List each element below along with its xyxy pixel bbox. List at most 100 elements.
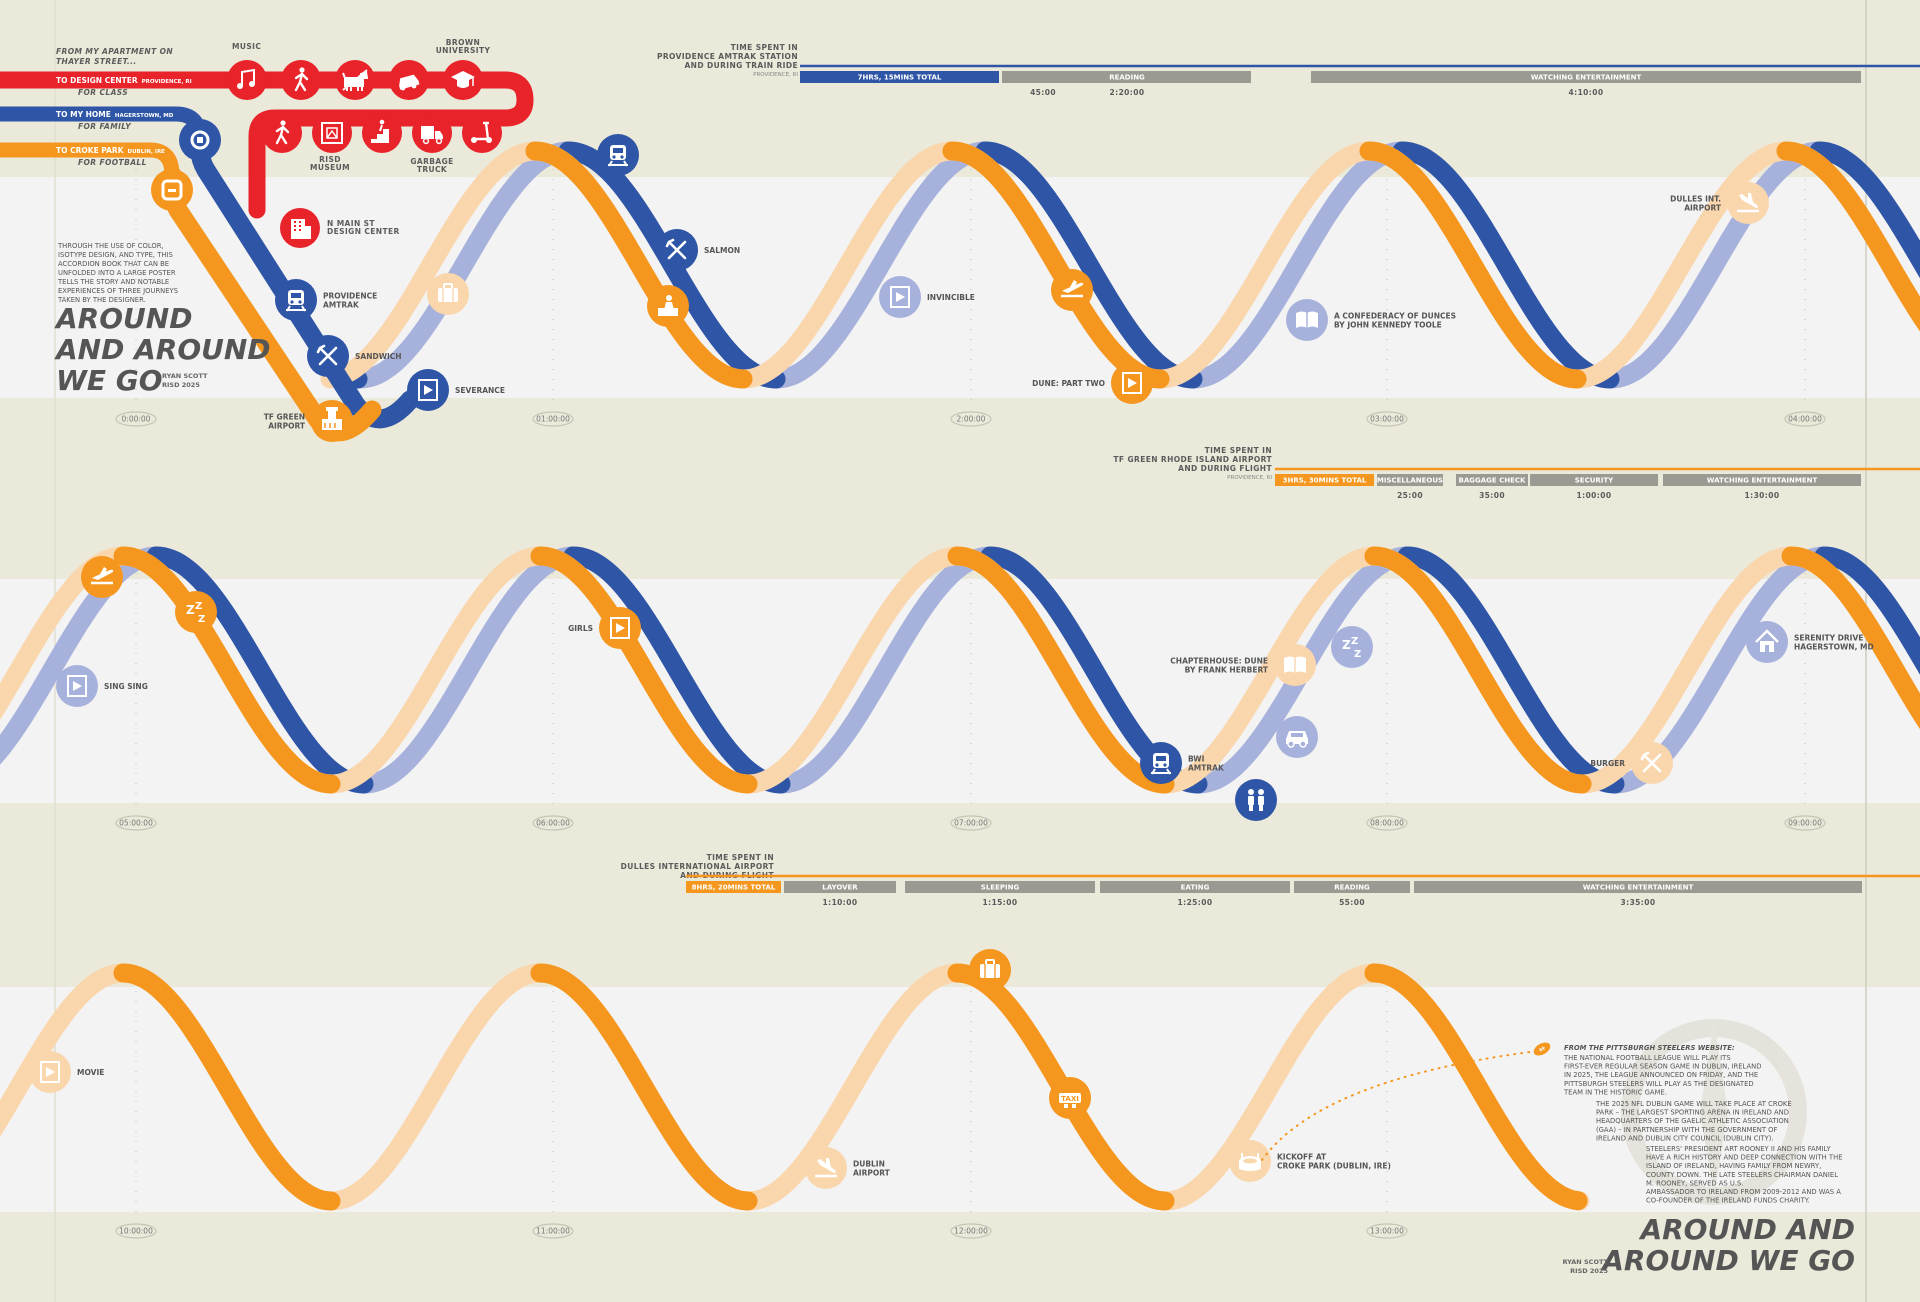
timestamps: 0:00:00 01:00:00 2:00:00 03:00:00 04:00:00 05… [115, 411, 1826, 1239]
route-name: TO DESIGN CENTER PROVIDENCE, RI [56, 76, 192, 85]
event-label: TF GREEN [264, 413, 305, 422]
route-wave-dark [1392, 141, 1620, 389]
steelers-heading: FROM THE PITTSBURGH STEELERS WEBSITE: [1564, 1044, 1735, 1052]
time-tick-oval [1784, 411, 1826, 427]
crosswalk-icon [281, 60, 321, 100]
event-label: DUBLIN [853, 1160, 885, 1169]
brown-label: UNIVERSITY [436, 46, 491, 55]
event-label: KICKOFF AT [1277, 1153, 1327, 1162]
museum-icon [312, 113, 352, 153]
time-spent-segment-value: 1:00:00 [1577, 491, 1612, 500]
time-spent-title: TF GREEN RHODE ISLAND AIRPORT [1113, 455, 1272, 464]
time-tick-oval [532, 411, 574, 427]
time-tick-label: 13:00:00 [1370, 1227, 1404, 1236]
football-icon [1533, 1042, 1551, 1056]
plane-landing-icon [1727, 182, 1769, 224]
risd-label: MUSEUM [310, 163, 350, 172]
time-tick: 07:00:00 [950, 815, 992, 831]
route-wave-dark [1781, 546, 1920, 730]
time-tick-oval [115, 815, 157, 831]
compass-watermark [1621, 1019, 1807, 1205]
time-tick: 05:00:00 [115, 815, 157, 831]
steelers-paragraph: IRELAND AND DUBLIN CITY COUNCIL (DUBLIN … [1596, 1134, 1774, 1142]
play-icon [879, 276, 921, 318]
icon-bg [1331, 626, 1373, 668]
time-gridlines [135, 159, 1806, 1213]
time-tick-label: 04:00:00 [1788, 415, 1822, 424]
time-spent-title: DULLES INTERNATIONAL AIRPORT [621, 862, 775, 871]
route-purpose: FOR FAMILY [78, 122, 132, 131]
intro-text: ACCORDION BOOK THAT CAN BE [58, 260, 169, 268]
scooter-icon [462, 113, 502, 153]
steelers-paragraph: FIRST-EVER REGULAR SEASON GAME IN DUBLIN… [1564, 1063, 1761, 1071]
time-tick-label: 10:00:00 [119, 1227, 153, 1236]
time-tick-label: 09:00:00 [1788, 819, 1822, 828]
time-spent-segment [1311, 71, 1861, 83]
risd-label: RISD [319, 155, 341, 164]
time-tick: 0:00:00 [115, 411, 157, 427]
steelers-paragraph: IN 2025, THE LEAGUE ANNOUNCED ON FRIDAY,… [1564, 1071, 1758, 1079]
event-label: AMTRAK [1188, 764, 1225, 773]
steelers-paragraph: M. ROONEY, SERVED AS U.S. [1646, 1179, 1744, 1187]
time-spent-segment-label: SECURITY [1575, 477, 1614, 485]
book-icon [1283, 655, 1307, 674]
credit: RISD 2025 [162, 381, 200, 389]
steelers-paragraph: THE NATIONAL FOOTBALL LEAGUE WILL PLAY I… [1563, 1054, 1731, 1062]
time-spent-total-bar [1275, 474, 1374, 486]
title-line: AROUND [54, 302, 192, 335]
intro-text: ISOTYPE DESIGN, AND TYPE, THIS [58, 251, 173, 259]
time-spent-title: AND DURING TRAIN RIDE [684, 61, 798, 70]
route-place: PROVIDENCE, RI [142, 79, 192, 85]
legend-header: FROM MY APARTMENT ON [56, 47, 173, 56]
route-wave-dark [975, 141, 1203, 389]
security-icon [647, 285, 689, 327]
event-label: BY JOHN KENNEDY TOOLE [1334, 321, 1442, 330]
plane-takeoff-icon [81, 556, 123, 598]
play-icon [599, 607, 641, 649]
steelers-paragraph: PARK – THE LARGEST SPORTING ARENA IN IRE… [1596, 1109, 1789, 1117]
time-tick: 01:00:00 [532, 411, 574, 427]
time-tick: 04:00:00 [1784, 411, 1826, 427]
time-spent-segment-label: READING [1334, 884, 1370, 892]
time-tick: 2:00:00 [950, 411, 992, 427]
route-place: HAGERSTOWN, MD [115, 113, 174, 119]
time-spent-segment [1414, 881, 1862, 893]
event-label: HAGERSTOWN, MD [1794, 643, 1874, 652]
time-tick-oval [1366, 815, 1408, 831]
fork-knife-icon [656, 229, 698, 271]
red-route-line [0, 71, 534, 219]
time-spent-total-bar [686, 881, 781, 893]
credit: RISD 2025 [1570, 1267, 1608, 1275]
intro-text: EXPERIENCES OF THREE JOURNEYS [58, 287, 178, 295]
time-tick-label: 05:00:00 [119, 819, 153, 828]
time-spent-segment-value: 55:00 [1339, 898, 1365, 907]
intro-text: UNFOLDED INTO A LARGE POSTER [58, 269, 176, 277]
train-icon [1140, 742, 1182, 784]
route-wave-dark [530, 963, 758, 1211]
time-spent-segment-label: SLEEPING [981, 884, 1020, 892]
route-wave-dark [530, 546, 758, 794]
steelers-paragraph: PITTSBURGH STEELERS WILL PLAY AS THE DES… [1564, 1080, 1754, 1088]
graduation-cap-icon [443, 60, 483, 100]
route-wave-dark [146, 546, 374, 794]
event-label: AIRPORT [1684, 204, 1722, 213]
fork-knife-icon [1631, 742, 1673, 784]
event-label: DUNE: PART TWO [1032, 379, 1105, 388]
time-tick: 10:00:00 [115, 1223, 157, 1239]
time-spent-segment [1530, 474, 1658, 486]
event-label: DULLES INT. [1670, 195, 1721, 204]
time-spent-segment-value: 1:10:00 [823, 898, 858, 907]
time-tick-label: 06:00:00 [536, 819, 570, 828]
time-spent-segment [1663, 474, 1861, 486]
intro-text: TAKEN BY THE DESIGNER. [57, 296, 146, 304]
red-route-icons [227, 60, 502, 248]
time-spent-segment [1456, 474, 1528, 486]
time-spent-segment-label: WATCHING ENTERTAINMENT [1531, 74, 1642, 82]
time-spent-title: TIME SPENT IN [1205, 446, 1272, 455]
time-tick-oval [950, 1223, 992, 1239]
time-tick: 13:00:00 [1366, 1223, 1408, 1239]
time-spent-title: TIME SPENT IN [731, 43, 798, 52]
steelers-paragraph: ISLAND OF IRELAND, HAVING FAMILY FROM NE… [1646, 1162, 1821, 1170]
